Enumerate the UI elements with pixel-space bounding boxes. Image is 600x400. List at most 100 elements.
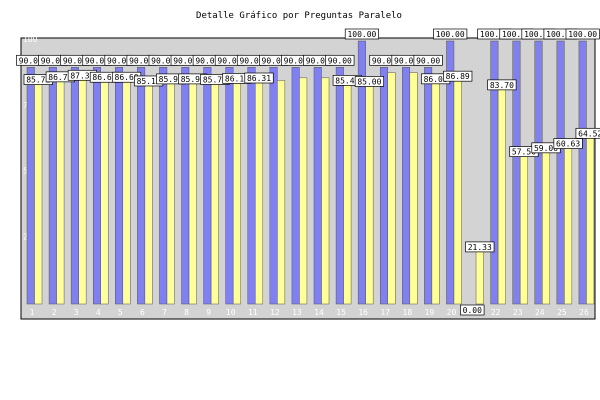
bar-general [56, 75, 65, 305]
data-label: 90.00 [85, 56, 109, 65]
bar-general [188, 77, 197, 305]
data-label: 86.00 [424, 75, 448, 84]
x-tick-label: 22 [491, 308, 501, 317]
bar-paralelo [402, 67, 411, 305]
data-label: 90.00 [217, 56, 241, 65]
bar-paralelo [92, 67, 101, 305]
bar-general [343, 79, 352, 305]
bar-general [497, 83, 506, 305]
bar-paralelo [137, 67, 146, 305]
bar-paralelo [556, 40, 565, 305]
x-tick-label: 1 [30, 308, 35, 317]
data-label-box [465, 241, 495, 253]
x-tick-label: 13 [292, 308, 302, 317]
data-label: 90.00 [416, 56, 440, 65]
data-label: 90.00 [239, 56, 263, 65]
data-label: 86.60 [115, 73, 139, 82]
bar-paralelo [181, 67, 190, 305]
data-label: 90.00 [262, 56, 286, 65]
data-label: 90.00 [19, 56, 43, 65]
data-label-box [325, 54, 355, 66]
bar-paralelo [70, 67, 79, 305]
data-label: 100.00 [480, 30, 509, 39]
data-label-box [354, 76, 385, 87]
chart-title: Detalle Gráfico por Preguntas Paralelo [196, 11, 402, 21]
bar-general [255, 76, 264, 305]
data-label: 85.18 [137, 77, 161, 86]
x-tick-label: 26 [579, 308, 589, 317]
bar-general [453, 74, 462, 305]
x-tick-label: 8 [184, 308, 189, 317]
data-label: 100.00 [524, 30, 553, 39]
data-label: 90.00 [41, 56, 65, 65]
data-label: 85.76 [203, 75, 227, 84]
bar-paralelo [379, 67, 388, 305]
data-label: 85.42 [335, 76, 359, 85]
bar-general [542, 148, 551, 305]
bar-general [564, 144, 573, 305]
x-tick-label: 14 [314, 308, 324, 317]
bar-general [78, 74, 87, 305]
bar-paralelo [48, 67, 57, 305]
data-label: 90.00 [328, 56, 352, 65]
data-label: 0.00 [463, 306, 482, 315]
x-tick-label: 2 [52, 308, 57, 317]
bar-general [475, 247, 484, 305]
bar-paralelo [225, 67, 234, 305]
x-tick-label: 15 [336, 308, 346, 317]
data-label: 90.00 [195, 56, 219, 65]
bar-general [166, 77, 175, 305]
x-tick-label: 3 [74, 308, 79, 317]
x-tick-label: 25 [557, 308, 567, 317]
data-label: 87.34 [70, 71, 94, 80]
bar-general [519, 152, 528, 305]
bars [26, 40, 595, 305]
data-label: 90.00 [284, 56, 308, 65]
bar-paralelo [26, 67, 35, 305]
data-label: 85.00 [357, 77, 381, 86]
bar-general [321, 77, 330, 305]
x-tick-label: 5 [118, 308, 123, 317]
x-tick-label: 7 [162, 308, 167, 317]
data-label-box [443, 70, 473, 82]
data-label: 83.70 [490, 81, 514, 90]
data-label: 100.00 [502, 30, 531, 39]
bar-general [232, 77, 241, 305]
bar-paralelo [578, 40, 587, 305]
data-label: 90.00 [394, 56, 418, 65]
x-tick-label: 17 [380, 308, 390, 317]
x-tick-label: 20 [447, 308, 457, 317]
data-label: 85.97 [159, 75, 183, 84]
x-tick-label: 12 [270, 308, 280, 317]
data-label: 90.00 [129, 56, 153, 65]
data-label-box [344, 28, 379, 40]
bar-general [387, 72, 396, 305]
data-label: 90.00 [372, 56, 396, 65]
data-label: 100.00 [568, 30, 597, 39]
data-labels: 90.0085.7190.0086.7590.0087.3490.0086.60… [16, 28, 600, 316]
bar-paralelo [115, 67, 124, 305]
bar-paralelo [291, 67, 300, 305]
data-label-box [413, 54, 443, 66]
bar-general [34, 78, 43, 305]
bar-general [144, 79, 153, 305]
data-label: 86.89 [446, 72, 470, 81]
data-label: 90.00 [173, 56, 197, 65]
data-label: 90.00 [306, 56, 330, 65]
data-label: 86.60 [92, 73, 116, 82]
bar-general [586, 134, 595, 305]
data-label-box [433, 28, 468, 40]
data-label-box [460, 304, 485, 316]
data-label-box [575, 127, 600, 139]
data-label: 57.56 [512, 148, 536, 157]
data-label: 100.00 [436, 30, 465, 39]
x-tick-label: 18 [403, 308, 413, 317]
data-label: 86.17 [225, 74, 249, 83]
y-tick-label: 100 [23, 35, 38, 44]
bar-general [210, 78, 219, 305]
bar-paralelo [203, 67, 212, 305]
bar-general [431, 77, 440, 305]
data-label: 90.00 [151, 56, 175, 65]
